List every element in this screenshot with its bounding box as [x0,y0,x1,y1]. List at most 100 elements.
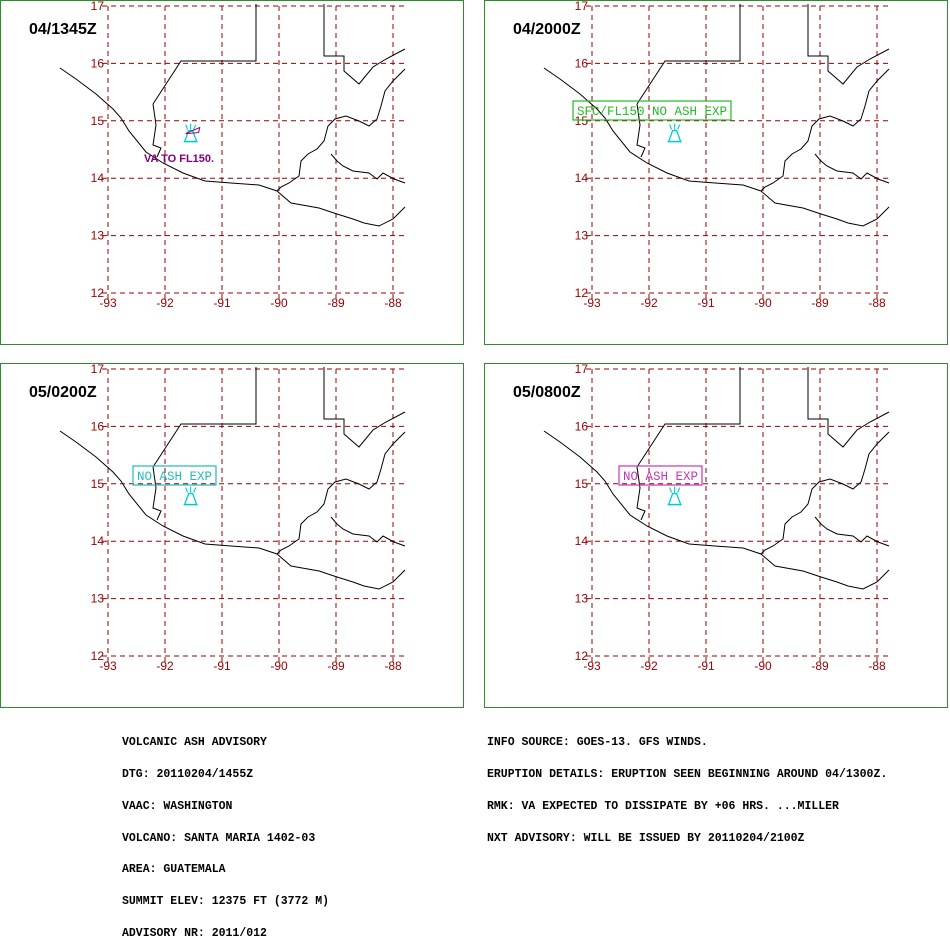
country-border [636,466,646,521]
lon-tick-label: -90 [754,659,772,673]
map-svg: -93 -92 -91 -90 -89 -88 17 16 15 14 13 12 NO ASH EXP [543,364,890,673]
lon-tick-label: -93 [99,296,117,310]
lon-tick-label: -92 [156,659,174,673]
lat-tick-label: 14 [91,534,105,548]
coastline [543,430,890,590]
advisory-line: VOLCANO: SANTA MARIA 1402-03 [122,831,316,845]
country-border [152,103,162,158]
lat-tick-label: 17 [91,364,105,376]
map-svg: -93 -92 -91 -90 -89 -88 17 16 15 14 13 12 SFC/FL150 … [543,1,890,310]
lat-tick-label: 13 [91,592,105,606]
panel-3: -93 -92 -91 -90 -89 -88 17 16 15 14 13 12 NO ASH EXP… [0,363,464,708]
lat-tick-label: 16 [575,56,589,70]
lat-tick-label: 14 [91,171,105,185]
lat-tick-label: 15 [575,114,589,128]
lat-tick-label: 17 [91,1,105,13]
ash-label-box [572,100,732,121]
coastline [59,430,406,590]
country-border [323,4,406,85]
panel-time: 05/0800Z [513,384,581,401]
lat-tick-label: 17 [575,1,589,13]
lat-tick-label: 16 [91,56,105,70]
advisory-right: INFO SOURCE: GOES-13. GFS WINDS. ERUPTIO… [487,717,887,855]
advisory-line: INFO SOURCE: GOES-13. GFS WINDS. [487,736,708,750]
country-border [636,367,741,468]
lon-tick-label: -91 [697,659,715,673]
lat-tick-label: 13 [91,229,105,243]
map-svg: -93 -92 -91 -90 -89 -88 17 16 15 14 13 12 NO ASH EXP [59,364,406,673]
advisory-line: SUMMIT ELEV: 12375 FT (3772 M) [122,895,330,909]
lon-tick-label: -89 [327,296,345,310]
country-border [276,68,406,192]
country-border [276,431,406,555]
lat-tick-label: 12 [91,649,105,663]
ash-label: VA TO FL150. [144,153,214,165]
panel-2: -93 -92 -91 -90 -89 -88 17 16 15 14 13 12 SFC/FL150 … [484,0,948,345]
lat-tick-label: 15 [91,114,105,128]
advisory-line: VAAC: WASHINGTON [122,799,233,813]
lat-tick-label: 13 [575,592,589,606]
volcano-icon [183,486,198,506]
lat-tick-label: 16 [91,419,105,433]
lat-tick-label: 13 [575,229,589,243]
lat-tick-label: 14 [575,534,589,548]
advisory-line: VOLCANIC ASH ADVISORY [122,736,267,750]
country-border [323,367,406,448]
lon-tick-label: -93 [583,296,601,310]
advisory-line: ADVISORY NR: 2011/012 [122,926,267,940]
country-border [760,68,890,192]
advisory-line: DTG: 20110204/1455Z [122,767,254,781]
ash-label: SFC/FL150 NO ASH EXP [577,105,727,119]
lon-tick-label: -88 [868,659,886,673]
ash-label: NO ASH EXP [137,470,212,484]
lon-tick-label: -92 [156,296,174,310]
map-svg: -93 -92 -91 -90 -89 -88 17 16 15 14 13 12 VA TO FL15… [59,1,406,310]
volcano-icon [667,486,682,506]
panel-4: -93 -92 -91 -90 -89 -88 17 16 15 14 13 12 NO ASH EXP… [484,363,948,708]
advisory-line: AREA: GUATEMALA [122,863,226,877]
ash-area [185,126,201,135]
lon-tick-label: -88 [384,659,402,673]
lat-tick-label: 15 [575,477,589,491]
panel-time: 05/0200Z [29,384,97,401]
country-border [152,367,257,468]
country-border [807,4,890,85]
lon-tick-label: -89 [811,659,829,673]
lon-tick-label: -88 [868,296,886,310]
lon-tick-label: -91 [213,659,231,673]
lat-tick-label: 17 [575,364,589,376]
advisory-line: RMK: VA EXPECTED TO DISSIPATE BY +06 HRS… [487,799,839,813]
panel-time: 04/1345Z [29,21,97,38]
lat-tick-label: 12 [91,286,105,300]
lon-tick-label: -91 [213,296,231,310]
lon-tick-label: -93 [583,659,601,673]
country-border [152,4,257,105]
advisory-line: ERUPTION DETAILS: ERUPTION SEEN BEGINNIN… [487,767,888,781]
lon-tick-label: -90 [754,296,772,310]
lat-tick-label: 12 [575,649,589,663]
lat-tick-label: 15 [91,477,105,491]
lon-tick-label: -88 [384,296,402,310]
panel-time: 04/2000Z [513,21,581,38]
lon-tick-label: -89 [327,659,345,673]
lon-tick-label: -90 [270,659,288,673]
lon-tick-label: -92 [640,659,658,673]
ash-label-box [618,465,703,486]
panel-1: -93 -92 -91 -90 -89 -88 17 16 15 14 13 12 VA TO FL15… [0,0,464,345]
country-border [636,103,646,158]
lon-tick-label: -91 [697,296,715,310]
coastline [59,67,406,227]
ash-label-box [132,465,217,486]
lon-tick-label: -90 [270,296,288,310]
country-border [152,466,162,521]
country-border [760,431,890,555]
country-border [814,516,890,547]
lat-tick-label: 12 [575,286,589,300]
advisory-line: NXT ADVISORY: WILL BE ISSUED BY 20110204… [487,831,805,845]
ash-label: NO ASH EXP [623,470,698,484]
volcano-icon [667,123,682,143]
lat-tick-label: 14 [575,171,589,185]
country-border [330,153,406,184]
country-border [807,367,890,448]
lon-tick-label: -89 [811,296,829,310]
